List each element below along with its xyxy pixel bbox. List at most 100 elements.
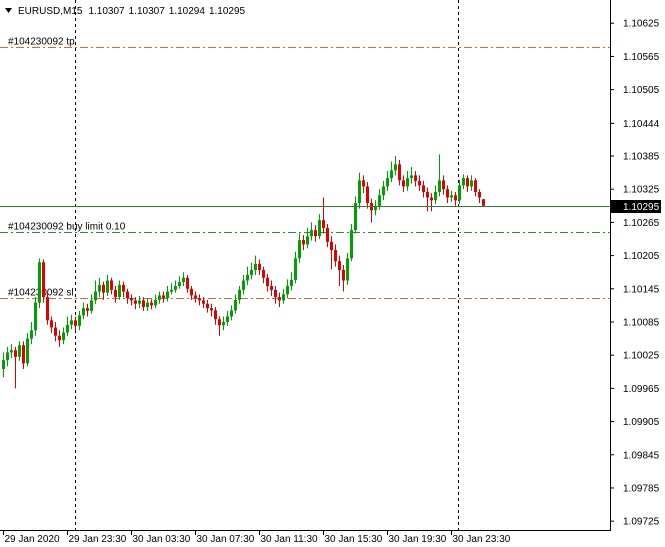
candle-body: [238, 289, 241, 300]
x-tick-label: 29 Jan 2020: [5, 534, 60, 545]
candle-body: [306, 236, 309, 245]
candle-body: [398, 164, 401, 181]
x-tick-label: 30 Jan 07:30: [197, 534, 255, 545]
current-price-box: [611, 200, 661, 213]
x-tick-label: 29 Jan 23:30: [69, 534, 127, 545]
header-low: 1.10294: [169, 6, 206, 17]
candle-body: [374, 205, 377, 211]
candle-body: [330, 241, 333, 251]
candle-body: [442, 180, 445, 190]
candle-body: [214, 310, 217, 320]
candle-body: [154, 299, 157, 306]
candle-body: [242, 280, 245, 290]
header-open: 1.10307: [88, 6, 125, 17]
candle-body: [458, 185, 461, 201]
candle-body: [114, 289, 117, 298]
candle-body: [286, 286, 289, 295]
y-tick-label: 1.10565: [623, 52, 660, 63]
candle-body: [382, 186, 385, 196]
candle-body: [302, 240, 305, 245]
y-tick-label: 1.10265: [623, 218, 660, 229]
candle-body: [74, 320, 77, 326]
candle-body: [62, 332, 65, 341]
candle-body: [158, 295, 161, 300]
y-tick-label: 1.10444: [623, 119, 660, 130]
candle-body: [426, 191, 429, 198]
candle-body: [178, 282, 181, 287]
x-tick-label: 30 Jan 19:30: [389, 534, 447, 545]
y-tick-label: 1.10625: [623, 19, 660, 30]
candle-body: [270, 286, 273, 290]
candle-body: [338, 261, 341, 270]
candle-body: [102, 284, 105, 293]
candle-body: [38, 262, 41, 303]
candle-body: [354, 203, 357, 231]
candle-body: [482, 199, 485, 206]
candle-body: [90, 300, 93, 311]
candle-body: [266, 277, 269, 287]
candle-body: [94, 291, 97, 301]
y-tick-label: 1.10025: [623, 351, 660, 362]
candle-body: [50, 320, 53, 328]
chart-title: EURUSD,M15: [18, 6, 83, 17]
candle-body: [18, 345, 21, 357]
candle-body: [46, 297, 49, 321]
candle-body: [130, 298, 133, 301]
candle-body: [294, 258, 297, 280]
candle-body: [126, 291, 129, 299]
candle-body: [258, 263, 261, 270]
candle-body: [226, 316, 229, 322]
candle-body: [206, 303, 209, 309]
candle-body: [378, 195, 381, 206]
y-tick-label: 1.09905: [623, 417, 660, 428]
candle-body: [278, 297, 281, 301]
menu-arrow[interactable]: [5, 8, 12, 13]
x-tick-label: 30 Jan 11:30: [261, 534, 319, 545]
candle-body: [406, 178, 409, 187]
candle-body: [82, 308, 85, 316]
candle-body: [150, 302, 153, 306]
candle-body: [318, 220, 321, 237]
order-level-label: #104230092 buy limit 0.10: [8, 222, 126, 233]
candle-body: [466, 178, 469, 187]
candle-body: [334, 250, 337, 262]
candle-body: [362, 180, 365, 187]
y-tick-label: 1.09845: [623, 450, 660, 461]
candle-body: [474, 180, 477, 192]
candle-body: [134, 300, 137, 304]
candle-body: [2, 360, 5, 370]
candle-body: [34, 302, 37, 331]
candle-body: [122, 284, 125, 292]
candle-body: [58, 335, 61, 341]
candle-body: [246, 274, 249, 281]
candle-body: [210, 308, 213, 311]
candle-body: [162, 295, 165, 299]
candle-body: [54, 327, 57, 336]
candle-body: [194, 295, 197, 299]
candle-body: [282, 294, 285, 301]
candle-body: [182, 277, 185, 283]
candle-body: [190, 288, 193, 296]
candle-body: [146, 302, 149, 308]
candle-body: [394, 164, 397, 171]
candle-body: [274, 289, 277, 298]
candle-body: [118, 284, 121, 298]
candle-body: [346, 258, 349, 281]
candle-body: [250, 269, 253, 275]
candle-body: [70, 320, 73, 325]
candle-body: [386, 178, 389, 187]
candle-body: [234, 299, 237, 311]
candle-body: [110, 280, 113, 290]
y-tick-label: 1.10145: [623, 284, 660, 295]
header-close: 1.10295: [209, 6, 246, 17]
candle-body: [414, 175, 417, 181]
candle-body: [14, 350, 17, 357]
candle-body: [170, 289, 173, 292]
current-price-label: 1.10295: [623, 202, 660, 213]
header-high: 1.10307: [129, 6, 166, 17]
candle-body: [290, 279, 293, 287]
x-tick-label: 30 Jan 15:30: [325, 534, 383, 545]
candle-body: [6, 352, 9, 361]
